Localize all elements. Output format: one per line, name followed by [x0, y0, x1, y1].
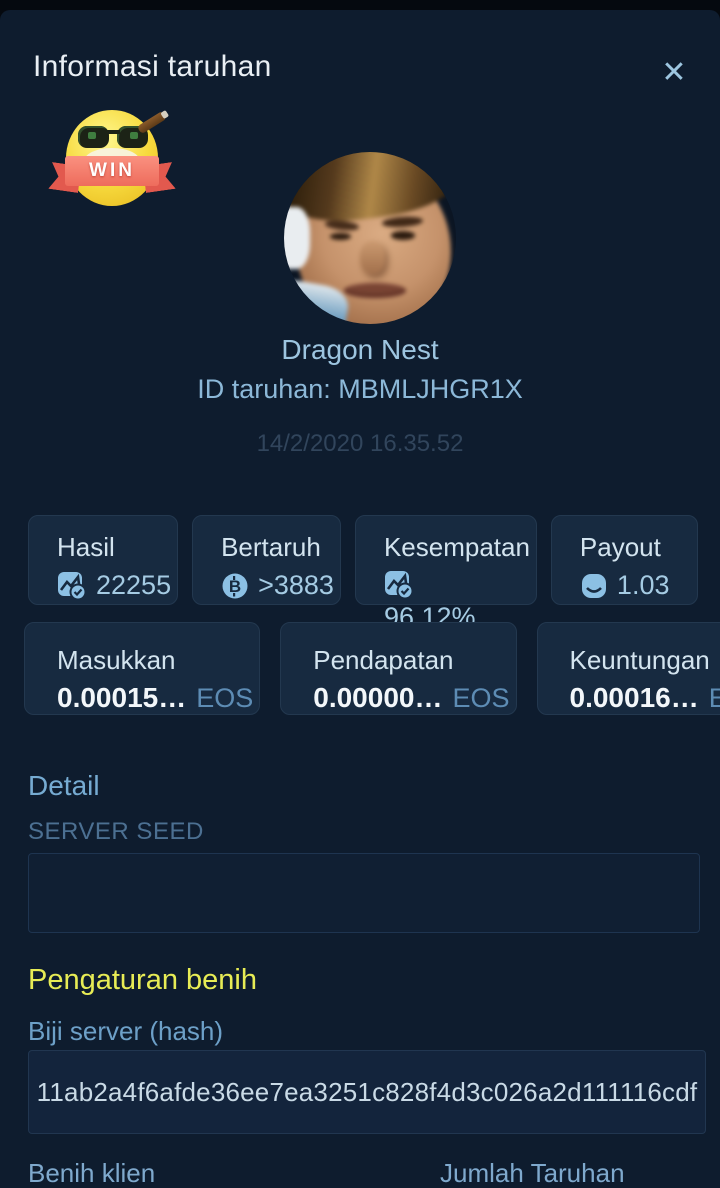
close-button[interactable]: ✕: [652, 50, 696, 94]
stat-value: 0.00000…: [313, 682, 443, 713]
client-seed-label: Benih klien: [28, 1158, 156, 1188]
server-seed-label: SERVER SEED: [28, 818, 204, 845]
bet-count-label: Jumlah Taruhan: [440, 1158, 625, 1188]
bet-info-dialog: Informasi taruhan ✕ WIN: [0, 10, 720, 1188]
bet-id: ID taruhan: MBMLJHGR1X: [197, 374, 523, 404]
cigar-icon: [136, 110, 168, 135]
stat-label: Bertaruh: [221, 532, 321, 562]
server-hash-field[interactable]: 11ab2a4f6afde36ee7ea3251c828f4d3c026a2d1…: [28, 1050, 706, 1134]
server-hash-value: 11ab2a4f6afde36ee7ea3251c828f4d3c026a2d1…: [36, 1076, 698, 1107]
stat-label: Pendapatan: [313, 645, 454, 675]
chart-check-icon: [57, 571, 87, 601]
stat-unit: EOS: [196, 682, 254, 713]
stat-label: Payout: [579, 532, 661, 562]
stat-unit: EOS: [708, 682, 720, 713]
chart-check-icon: [384, 570, 414, 600]
server-hash-label: Biji server (hash): [28, 1016, 224, 1046]
stat-value: 0.00016…: [569, 682, 699, 713]
stat-label: Masukkan: [57, 645, 176, 675]
bet-datetime: 14/2/2020 16.35.52: [256, 430, 464, 457]
stat-label: Kesempatan: [383, 532, 530, 562]
stat-value: >3883: [258, 570, 334, 600]
stat-card-pendapatan: Pendapatan 0.00000… EOS: [280, 622, 517, 715]
win-label: WIN: [89, 160, 135, 181]
stat-label: Hasil: [57, 532, 115, 562]
stat-value: 22255: [96, 570, 172, 600]
user-name: Dragon Nest: [281, 334, 439, 365]
dialog-title: Informasi taruhan: [33, 50, 272, 83]
coin-icon: [580, 572, 608, 600]
avatar[interactable]: [284, 152, 456, 324]
stat-card-keuntungan: Keuntungan 0.00016… EOS: [536, 622, 720, 715]
stat-value: 1.03: [616, 570, 670, 600]
win-ribbon: WIN: [52, 156, 172, 188]
stat-value: 0.00015…: [57, 682, 187, 713]
stat-card-bertaruh: Bertaruh B >3883: [192, 515, 341, 605]
avatar-photo: [284, 152, 456, 324]
stats-row-1: Hasil 22255 Bertaruh: [28, 515, 698, 632]
stat-card-payout: Payout 1.03: [550, 515, 698, 605]
stat-card-hasil: Hasil 22255: [28, 515, 179, 605]
svg-text:B: B: [229, 577, 241, 596]
win-badge: WIN: [55, 100, 169, 212]
server-seed-field[interactable]: [28, 853, 700, 933]
close-icon: ✕: [661, 55, 687, 89]
stat-card-masukkan: Masukkan 0.00015… EOS: [24, 622, 261, 715]
seed-settings-heading: Pengaturan benih: [28, 964, 257, 996]
stats-row-2: Masukkan 0.00015… EOS Pendapatan 0.00000…: [24, 622, 720, 715]
bitcoin-icon: B: [221, 572, 249, 600]
stat-unit: EOS: [452, 682, 510, 713]
stat-label: Keuntungan: [569, 645, 710, 675]
stat-card-kesempatan: Kesempatan 96.12%: [354, 515, 537, 632]
detail-heading: Detail: [28, 770, 100, 801]
